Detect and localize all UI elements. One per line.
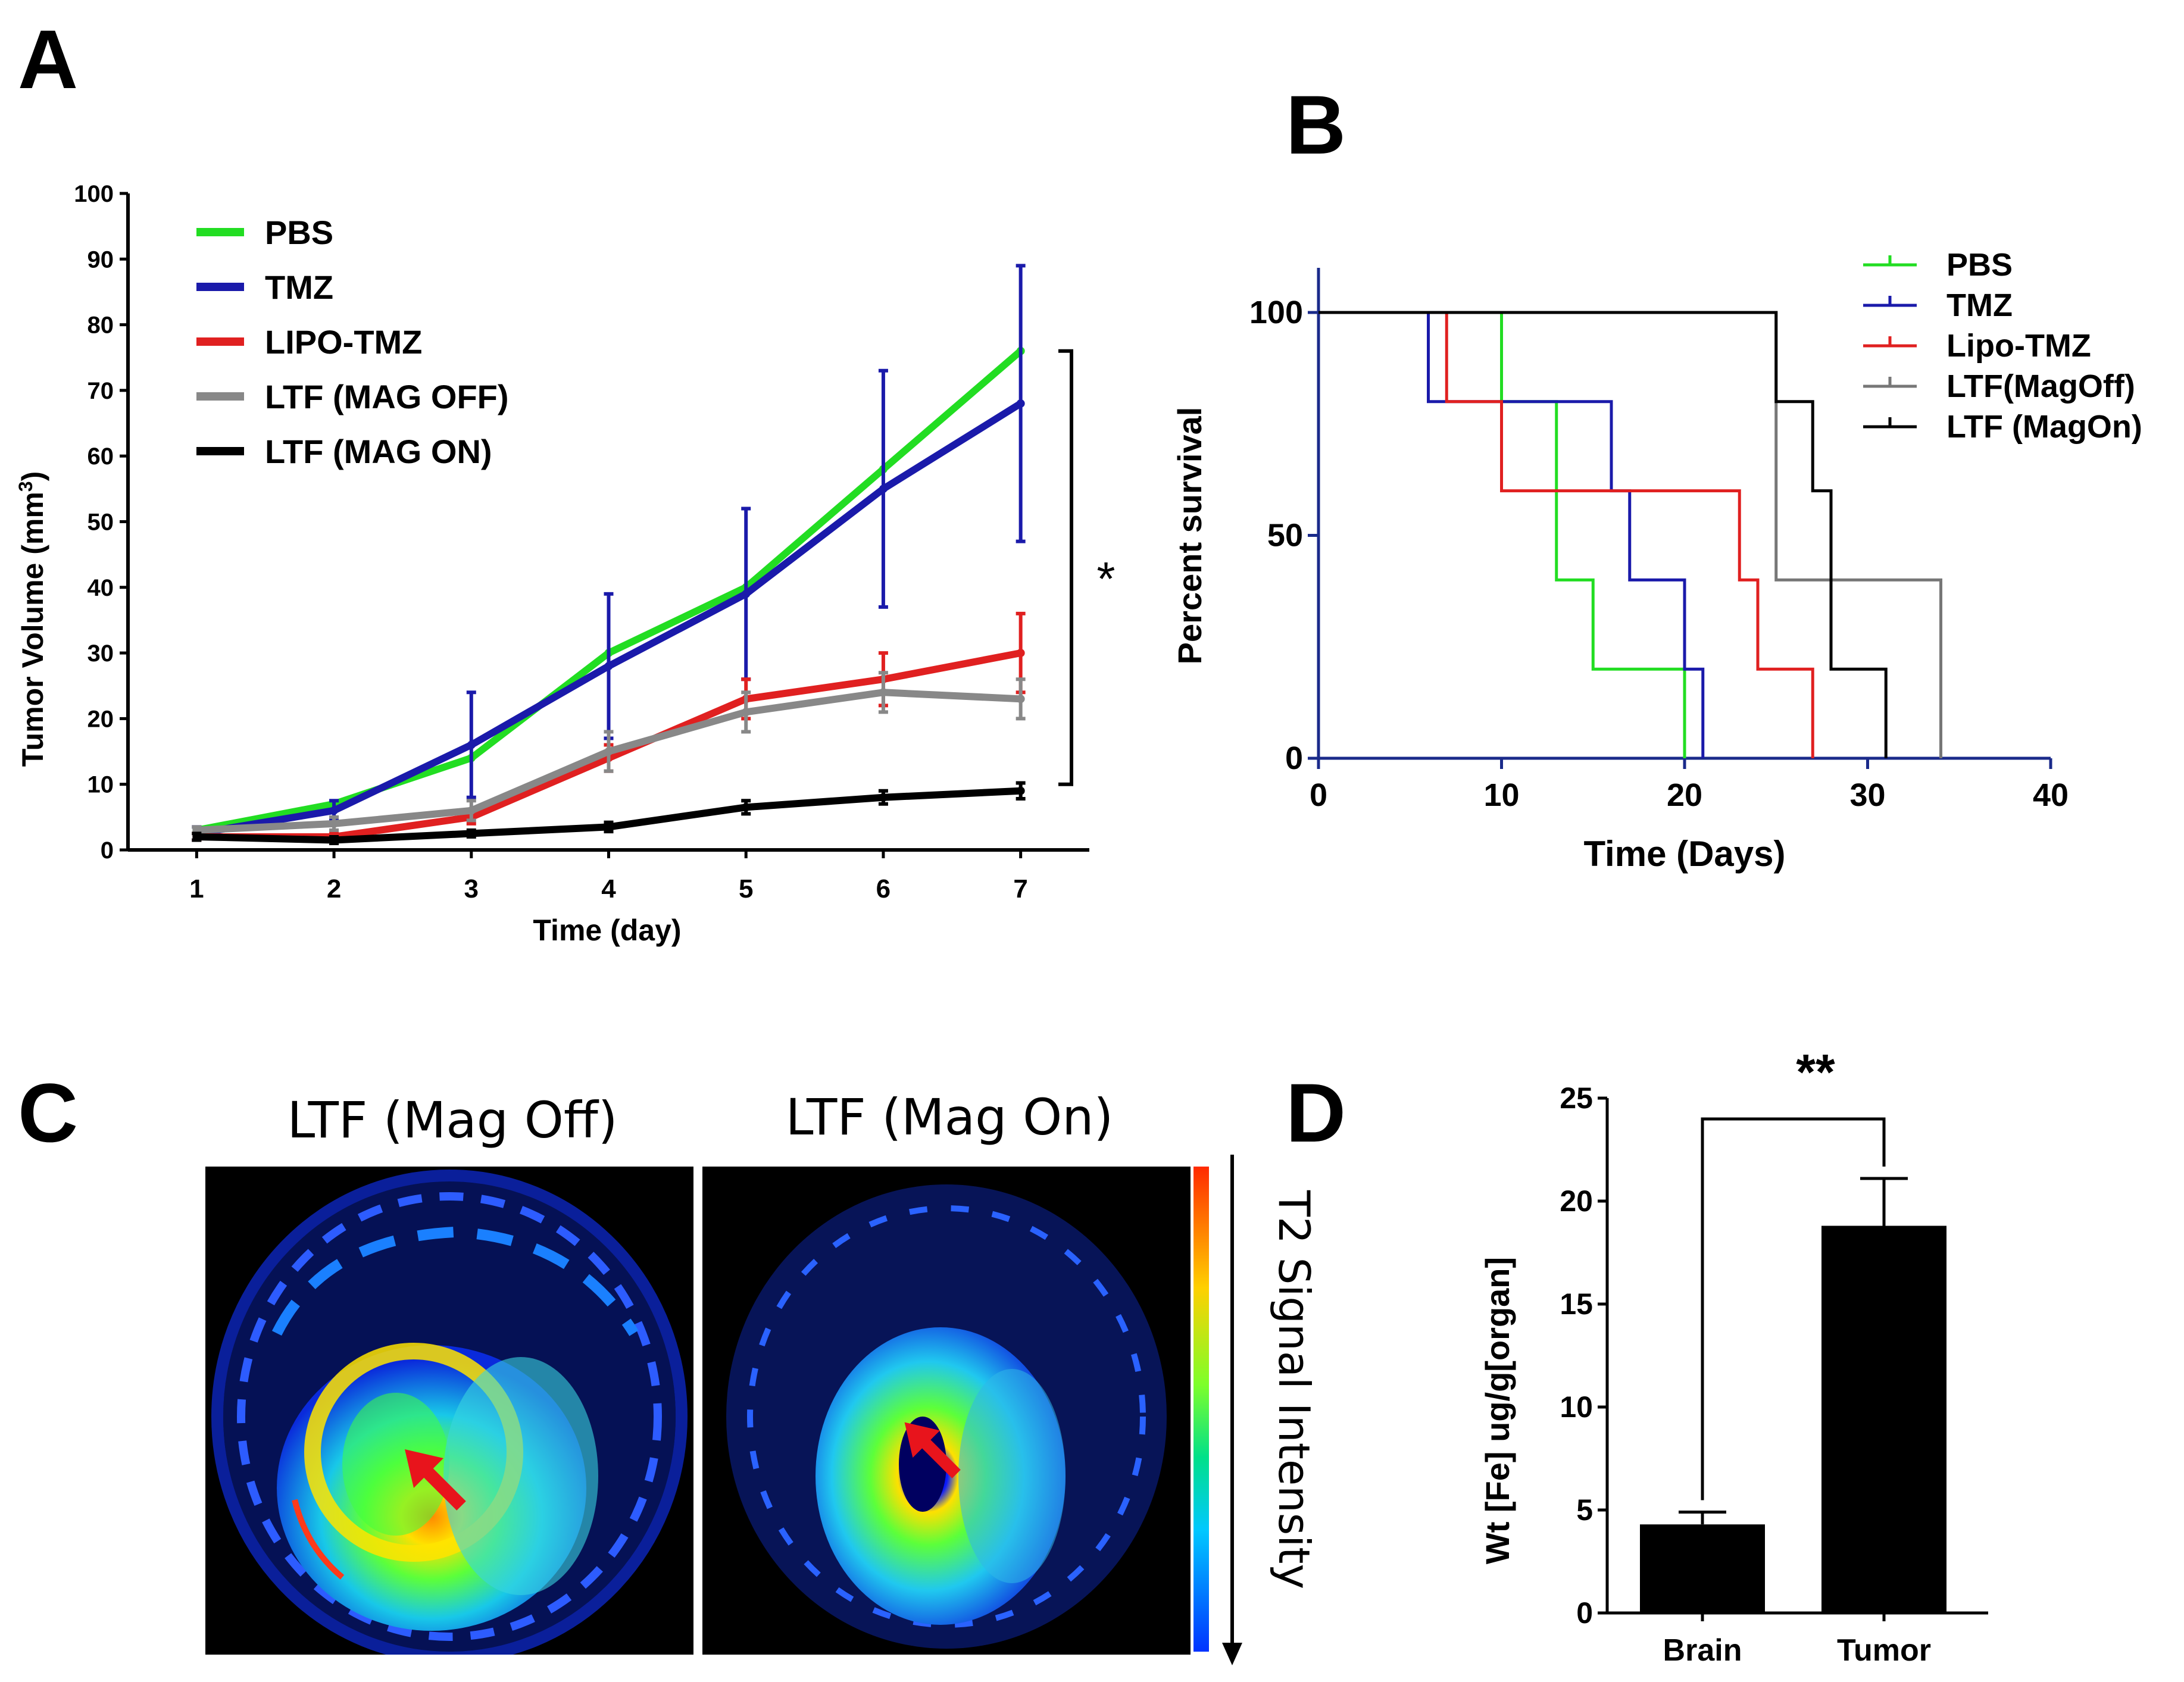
mri-image-mag-off xyxy=(205,1167,693,1655)
chart-a-legend-label: LIPO-TMZ xyxy=(265,323,422,361)
chart-a-ytick-label: 90 xyxy=(88,246,114,273)
chart-d-iron: Wt [Fe] ug/g[organ] ** 0 5 10 15 20 25 Brain Tu… xyxy=(1479,1044,1988,1668)
chart-b-legend-label: LTF (MagOn) xyxy=(1946,409,2142,445)
mri-image-mag-on xyxy=(702,1167,1191,1655)
chart-a-legend-label: LTF (MAG ON) xyxy=(265,433,492,470)
chart-a-ytick-label: 100 xyxy=(74,181,114,207)
chart-a-point xyxy=(742,708,751,717)
chart-a-point xyxy=(467,829,476,838)
chart-a-ytick-label: 50 xyxy=(88,509,114,536)
chart-a-point xyxy=(467,740,476,749)
chart-d-significance-bracket xyxy=(1701,1117,1886,1500)
chart-d-significance: ** xyxy=(1796,1044,1835,1100)
chart-b-ytick-label: 0 xyxy=(1285,740,1303,776)
mri-image-mag-off-graphic xyxy=(211,1170,688,1655)
mri-arrow-icon xyxy=(405,1449,466,1511)
t2-colorbar xyxy=(1193,1167,1209,1652)
chart-a-point xyxy=(604,823,613,831)
chart-d-xtick-label: Tumor xyxy=(1837,1633,1931,1668)
chart-b-xtick-label: 40 xyxy=(2033,777,2069,813)
chart-a-legend-label: LTF (MAG OFF) xyxy=(265,378,509,415)
panel-label-b: B xyxy=(1286,78,1346,171)
mri-title-mag-off: LTF (Mag Off) xyxy=(287,1091,618,1149)
chart-d-ytick-label: 10 xyxy=(1560,1390,1593,1424)
chart-a-point xyxy=(604,662,613,671)
chart-a-point xyxy=(1016,695,1025,704)
chart-a-xtick-label: 3 xyxy=(464,874,479,903)
panel-label-c: C xyxy=(18,1066,79,1159)
chart-d-bar xyxy=(1640,1524,1765,1613)
mri-arrow-icon xyxy=(904,1422,961,1478)
chart-b-xtick-label: 20 xyxy=(1667,777,1702,813)
chart-a-xtick-label: 7 xyxy=(1013,874,1027,903)
colorbar-arrow-icon xyxy=(1222,1155,1242,1665)
chart-a-xtick-label: 6 xyxy=(876,874,891,903)
chart-b-xtick-label: 30 xyxy=(1849,777,1885,813)
chart-b-xtick-label: 10 xyxy=(1483,777,1519,813)
chart-a-xtick-label: 5 xyxy=(739,874,753,903)
chart-b-legend-label: TMZ xyxy=(1946,287,2013,323)
chart-a-ytick-label: 30 xyxy=(88,640,114,667)
chart-a-ytick-label: 80 xyxy=(88,312,114,339)
chart-d-ytick-label: 25 xyxy=(1560,1081,1593,1115)
chart-a-point xyxy=(1016,786,1025,795)
chart-a-significance: * xyxy=(1096,552,1115,605)
chart-d-ylabel: Wt [Fe] ug/g[organ] xyxy=(1479,1257,1516,1564)
chart-b-survival-step xyxy=(1318,311,1705,758)
chart-a-ytick-label: 70 xyxy=(88,378,114,404)
chart-a-ytick-label: 0 xyxy=(101,837,114,864)
chart-d-ytick-label: 15 xyxy=(1560,1287,1593,1321)
chart-a-legend-label: TMZ xyxy=(265,268,333,306)
mri-title-mag-on: LTF (Mag On) xyxy=(785,1088,1114,1146)
chart-a-xlabel: Time (day) xyxy=(533,914,681,947)
chart-a-legend-label: PBS xyxy=(265,214,333,251)
panel-label-a: A xyxy=(18,12,79,106)
panel-label-d: D xyxy=(1286,1066,1346,1159)
chart-b-ylabel: Percent survival xyxy=(1171,407,1208,665)
chart-a-point xyxy=(330,836,339,845)
chart-a-point xyxy=(879,793,888,802)
chart-b-survival-step xyxy=(1318,311,1814,758)
chart-d-ytick-label: 5 xyxy=(1576,1493,1593,1527)
chart-a-xtick-label: 2 xyxy=(327,874,341,903)
chart-b-survival-step xyxy=(1318,311,1888,758)
chart-a-ytick-label: 60 xyxy=(88,443,114,470)
chart-a-point xyxy=(742,803,751,812)
chart-a-point xyxy=(192,832,201,841)
chart-b-survival: Percent survival Time (Days) 0 50 100 0 10 20… xyxy=(1171,247,2142,874)
chart-a-xtick-label: 4 xyxy=(601,874,616,903)
chart-a-point xyxy=(467,806,476,815)
chart-b-ytick-label: 100 xyxy=(1249,295,1303,330)
chart-b-xlabel: Time (Days) xyxy=(1583,834,1785,874)
chart-d-ytick-label: 20 xyxy=(1560,1184,1593,1218)
chart-b-xtick-label: 0 xyxy=(1310,777,1327,813)
chart-b-legend-label: LTF(MagOff) xyxy=(1946,368,2135,404)
chart-a-significance-bracket xyxy=(1058,349,1073,786)
chart-b-survival-step xyxy=(1318,311,1686,758)
chart-a-ytick-label: 10 xyxy=(88,772,114,798)
chart-a-point xyxy=(1016,399,1025,408)
chart-a-point xyxy=(742,589,751,598)
chart-a-point xyxy=(330,806,339,815)
chart-d-ytick-label: 0 xyxy=(1576,1596,1593,1630)
chart-a-point xyxy=(879,688,888,697)
chart-b-legend-label: Lipo-TMZ xyxy=(1946,328,2091,364)
chart-d-bar xyxy=(1821,1225,1946,1613)
chart-a-point xyxy=(1016,649,1025,658)
chart-a-xtick-label: 1 xyxy=(189,874,204,903)
chart-a-point xyxy=(330,819,339,828)
chart-b-legend-label: PBS xyxy=(1946,247,2013,283)
chart-a-ytick-label: 20 xyxy=(88,706,114,732)
chart-a-tumor-volume: Tumor Volume (mm3) Time (day) * 0 10 20 30 4… xyxy=(15,181,1116,947)
chart-a-point xyxy=(604,747,613,756)
chart-d-xtick-label: Brain xyxy=(1663,1633,1742,1668)
mri-image-mag-on-graphic xyxy=(726,1184,1167,1649)
chart-a-ytick-label: 40 xyxy=(88,575,114,601)
chart-b-ytick-label: 50 xyxy=(1267,518,1303,554)
colorbar-label: T2 Signal Intensity xyxy=(1269,1190,1319,1590)
chart-a-point xyxy=(879,484,888,493)
chart-a-ylabel: Tumor Volume (mm3) xyxy=(15,471,49,767)
